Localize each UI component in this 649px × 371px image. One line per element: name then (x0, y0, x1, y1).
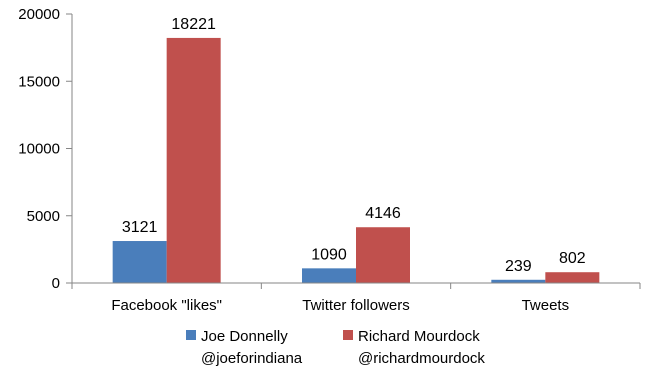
legend-swatch (186, 330, 196, 340)
x-axis: Facebook "likes" Twitter followers Tweets (71, 282, 641, 314)
data-label: 4146 (365, 205, 401, 222)
bar-series-0-0 (112, 241, 167, 283)
legend-label: @joeforindiana (201, 350, 303, 367)
legend-label: @richardmourdock (358, 350, 485, 367)
y-tick-label: 0 (52, 275, 60, 292)
y-tick-label: 15000 (18, 73, 60, 90)
bars (112, 37, 600, 283)
data-label: 3121 (122, 219, 158, 236)
y-tick-label: 20000 (18, 6, 60, 23)
legend-label: Joe Donnelly (201, 328, 288, 345)
data-label: 1090 (311, 246, 347, 263)
data-label: 802 (559, 250, 586, 267)
bar-series-0-1 (302, 268, 356, 283)
data-labels: 3121 18221 1090 4146 239 802 (122, 16, 586, 275)
y-axis: 0 5000 10000 15000 20000 (18, 6, 73, 292)
category-label: Tweets (522, 297, 570, 314)
y-tick-label: 5000 (27, 208, 60, 225)
category-label: Facebook "likes" (111, 297, 222, 314)
data-label: 239 (505, 258, 532, 275)
category-label: Twitter followers (302, 297, 410, 314)
bar-series-0-2 (491, 279, 546, 283)
y-tick-label: 10000 (18, 141, 60, 158)
legend-swatch (343, 330, 353, 340)
legend: Joe Donnelly @joeforindiana Richard Mourdo… (186, 328, 485, 367)
legend-label: Richard Mourdock (358, 328, 480, 345)
bar-series-1-2 (545, 272, 600, 283)
bar-series-1-1 (356, 227, 410, 283)
data-label: 18221 (171, 16, 216, 33)
bar-series-1-0 (166, 37, 221, 283)
